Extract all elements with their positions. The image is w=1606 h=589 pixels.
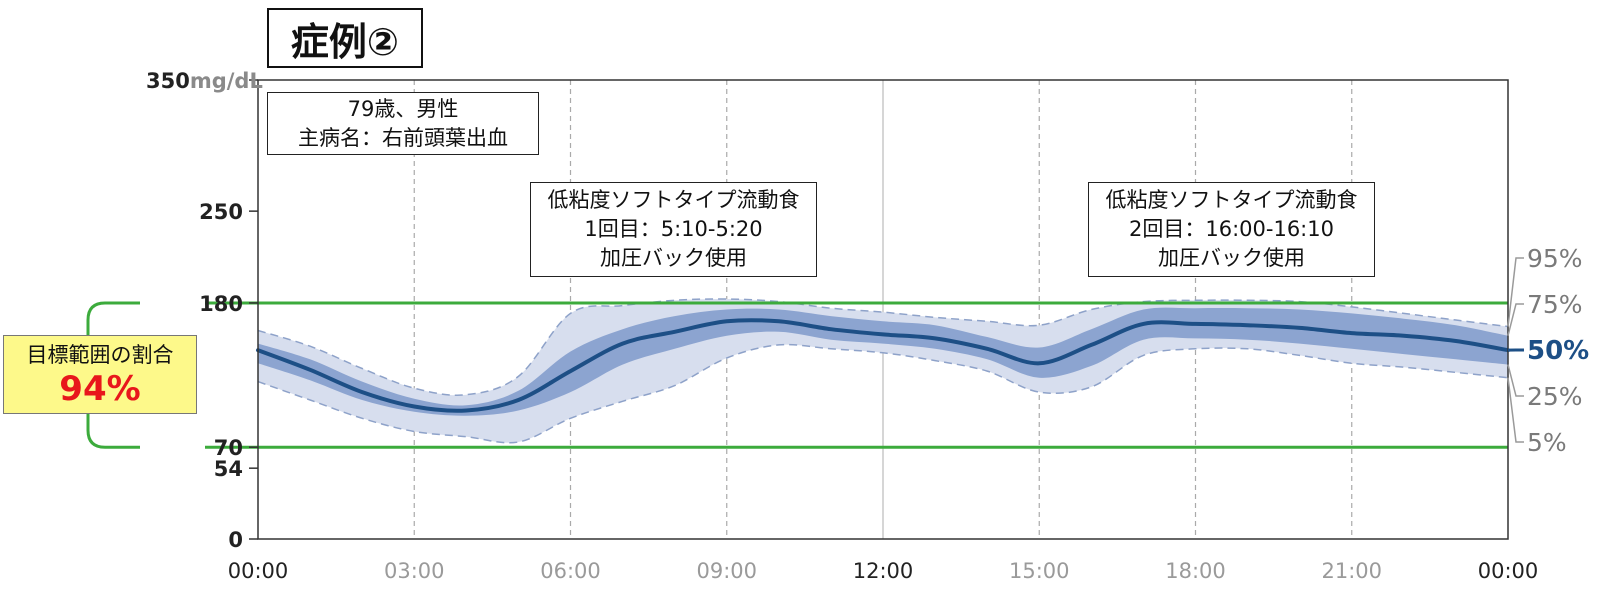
time-in-range-box: 目標範囲の割合 94% xyxy=(3,335,197,414)
y-tick-label-180: 180 xyxy=(199,292,243,316)
percentile-label-5: 5% xyxy=(1527,428,1567,457)
percentile-leader-95 xyxy=(1507,257,1524,327)
patient-age-sex: 79歳、男性 xyxy=(347,96,459,121)
patient-diagnosis: 主病名：右前頭葉出血 xyxy=(298,125,508,150)
percentile-label-50: 50% xyxy=(1527,336,1589,366)
y-tick-label-70: 70 xyxy=(214,436,243,460)
patient-info-box: 79歳、男性 主病名：右前頭葉出血 xyxy=(267,92,539,155)
y-tick-label-0: 0 xyxy=(228,528,243,552)
y-tick-label-250: 250 xyxy=(199,200,243,224)
meal-1-note: 加圧バック使用 xyxy=(600,246,747,270)
y-tick-label-350: 350mg/dL xyxy=(146,69,263,93)
x-tick-label-0000: 00:00 xyxy=(228,559,289,583)
time-in-range-label: 目標範囲の割合 xyxy=(26,342,174,367)
x-tick-label-0600: 06:00 xyxy=(540,559,601,583)
meal-2-type: 低粘度ソフトタイプ流動食 xyxy=(1105,188,1358,212)
percentile-leader-5 xyxy=(1507,377,1524,443)
x-tick-label-1200: 12:00 xyxy=(853,559,914,583)
x-tick-label-2100: 21:00 xyxy=(1321,559,1382,583)
meal-annotation-2: 低粘度ソフトタイプ流動食 2回目：16:00-16:10 加圧バック使用 xyxy=(1088,182,1375,277)
percentile-leader-75 xyxy=(1507,303,1524,336)
x-tick-label-1500: 15:00 xyxy=(1009,559,1070,583)
percentile-leader-25 xyxy=(1507,364,1524,397)
y-unit-label: mg/dL xyxy=(190,69,263,93)
meal-annotation-1: 低粘度ソフトタイプ流動食 1回目：5:10-5:20 加圧バック使用 xyxy=(530,182,817,277)
percentile-label-75: 75% xyxy=(1527,290,1583,319)
meal-1-type: 低粘度ソフトタイプ流動食 xyxy=(547,188,800,212)
x-tick-label-0300: 03:00 xyxy=(384,559,445,583)
time-in-range-value: 94% xyxy=(59,368,141,409)
x-tick-label-1800: 18:00 xyxy=(1165,559,1226,583)
line-5 xyxy=(257,343,1509,444)
case-title: 症例② xyxy=(267,8,423,68)
x-tick-label-0000: 00:00 xyxy=(1478,559,1539,583)
meal-2-time: 2回目：16:00-16:10 xyxy=(1129,217,1334,241)
band-25-75 xyxy=(258,307,1508,416)
percentile-label-25: 25% xyxy=(1527,382,1583,411)
plot-frame xyxy=(257,79,1509,540)
median-line xyxy=(256,318,1510,413)
meal-2-note: 加圧バック使用 xyxy=(1158,246,1305,270)
y-tick-label-54: 54 xyxy=(214,457,243,481)
percentile-label-95: 95% xyxy=(1527,244,1583,273)
x-tick-label-0900: 09:00 xyxy=(696,559,757,583)
meal-1-time: 1回目：5:10-5:20 xyxy=(584,217,763,241)
